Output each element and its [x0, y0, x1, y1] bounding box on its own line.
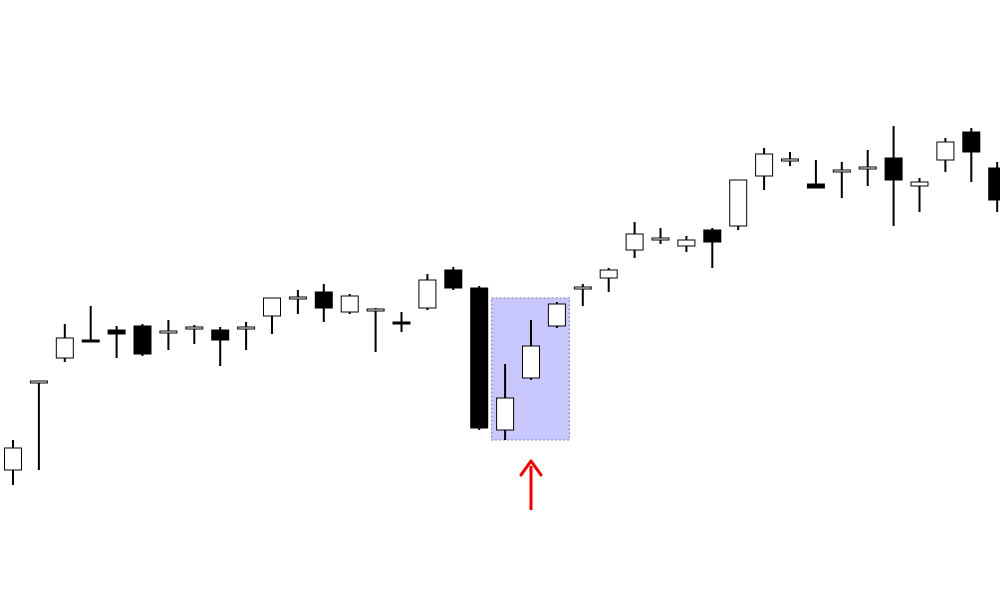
- candle: [522, 320, 540, 380]
- candle-body-up: [185, 326, 204, 330]
- candle: [781, 152, 799, 166]
- candle-body-up: [288, 296, 307, 300]
- marker-layer: [519, 459, 543, 510]
- candle: [806, 160, 825, 189]
- candle: [729, 179, 748, 230]
- candle: [55, 324, 74, 362]
- candle: [133, 324, 152, 356]
- candle: [392, 312, 411, 332]
- candle-body-down: [703, 229, 722, 243]
- candle-body-up: [832, 169, 851, 173]
- candle-body-down: [81, 339, 100, 343]
- candle: [677, 236, 696, 252]
- candle: [470, 286, 489, 430]
- candle-body-up: [936, 141, 955, 161]
- candle-body-up: [729, 179, 748, 227]
- candle: [314, 284, 333, 322]
- candle: [288, 290, 307, 314]
- candle: [4, 440, 22, 485]
- candle-body-up: [599, 269, 618, 279]
- candle-body-up: [159, 330, 178, 334]
- candle-body-up: [522, 345, 540, 379]
- candle-body-up: [781, 158, 799, 162]
- candle-body-down: [962, 131, 981, 153]
- candle-body-up: [625, 233, 644, 251]
- candle-body-down: [470, 287, 489, 429]
- candle: [496, 364, 515, 440]
- candle: [159, 320, 178, 350]
- candle-body-up: [496, 397, 515, 431]
- candle-body-up: [910, 181, 929, 187]
- candle: [237, 322, 256, 350]
- candle: [988, 162, 1000, 212]
- candle-body-down: [314, 291, 333, 309]
- candle: [936, 138, 955, 172]
- candle-body-up: [55, 337, 74, 359]
- candle-body-up: [4, 447, 22, 471]
- candle: [651, 228, 670, 244]
- candle-body-down: [211, 329, 230, 341]
- candle: [910, 178, 929, 212]
- candle: [547, 302, 566, 328]
- candle: [962, 128, 981, 182]
- candle: [599, 268, 618, 292]
- candle-body-up: [573, 286, 592, 290]
- candle-body-up: [263, 297, 281, 317]
- candle: [340, 294, 359, 314]
- candle-body-up: [366, 308, 385, 312]
- candles-layer: [4, 126, 1000, 485]
- candle-body-down: [884, 157, 903, 181]
- candle-body-down: [133, 325, 152, 355]
- candle: [29, 380, 48, 470]
- candle-body-down: [988, 167, 1000, 201]
- candle-body-down: [107, 329, 126, 335]
- candle: [832, 162, 851, 198]
- candle: [573, 284, 592, 306]
- candle: [625, 222, 644, 258]
- candle: [755, 148, 774, 190]
- candle-body-up: [340, 295, 359, 313]
- candle-body-down: [392, 321, 411, 325]
- candle: [858, 150, 877, 186]
- candle-body-up: [29, 380, 48, 384]
- candle: [418, 274, 437, 310]
- candle: [703, 228, 722, 268]
- arrow-head: [519, 459, 543, 477]
- candle: [263, 297, 281, 334]
- candle-body-up: [677, 239, 696, 247]
- candle-body-up: [858, 166, 877, 170]
- candle-body-up: [418, 279, 437, 309]
- candle-body-down: [806, 183, 825, 189]
- candle: [185, 325, 204, 344]
- candle-body-up: [651, 237, 670, 241]
- candle-body-up: [547, 303, 566, 327]
- candle-body-up: [237, 326, 256, 330]
- candle: [884, 126, 903, 226]
- candle: [444, 267, 463, 290]
- candle-body-down: [444, 269, 463, 289]
- candle: [107, 326, 126, 358]
- candle-body-up: [755, 153, 774, 177]
- candle: [211, 327, 230, 366]
- candle: [366, 308, 385, 352]
- candle: [81, 306, 100, 343]
